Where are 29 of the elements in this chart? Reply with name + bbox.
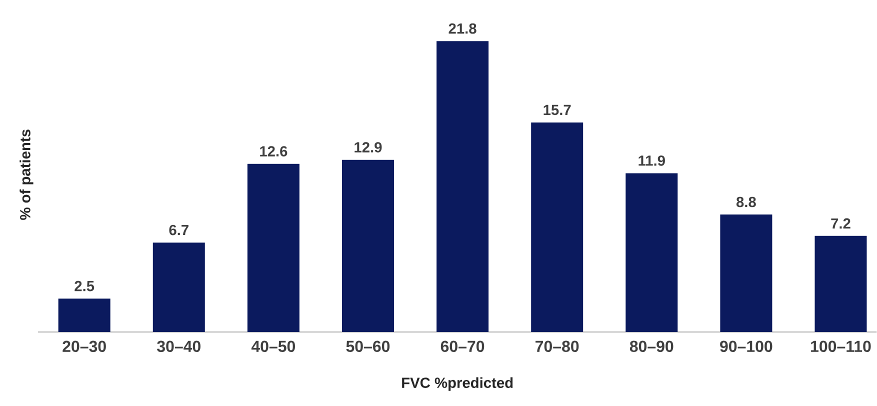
- x-axis-title: FVC %predicted: [402, 377, 513, 391]
- bar: [247, 164, 300, 332]
- x-tick-label: 60–70: [440, 340, 484, 352]
- x-tick-label: 40–50: [251, 340, 296, 352]
- bar: [720, 214, 772, 332]
- x-tick-label: 100–110: [811, 340, 871, 352]
- x-tick-label: 90–100: [720, 340, 772, 352]
- x-tick-label: 20–30: [62, 340, 106, 352]
- data-label: 12.9: [354, 142, 382, 152]
- data-label: 2.5: [74, 280, 94, 292]
- bar: [436, 41, 489, 332]
- bar: [626, 173, 678, 332]
- y-axis-title: % of patients: [20, 130, 34, 220]
- data-label: 6.7: [169, 224, 188, 236]
- bar: [342, 160, 394, 332]
- bar: [814, 236, 867, 332]
- data-label: 21.8: [448, 23, 476, 34]
- data-label: 11.9: [638, 155, 665, 166]
- data-label: 12.6: [260, 146, 288, 156]
- data-label: 7.2: [831, 218, 850, 229]
- bar: [58, 298, 110, 332]
- x-tick-label: 30–40: [157, 340, 200, 352]
- x-tick-label: 50–60: [346, 340, 390, 352]
- x-tick-label: 70–80: [536, 340, 579, 352]
- x-tick-label: 80–90: [630, 340, 674, 352]
- data-label: 8.8: [736, 196, 756, 208]
- bar: [152, 242, 205, 332]
- bar: [531, 122, 584, 332]
- data-label: 15.7: [544, 104, 571, 116]
